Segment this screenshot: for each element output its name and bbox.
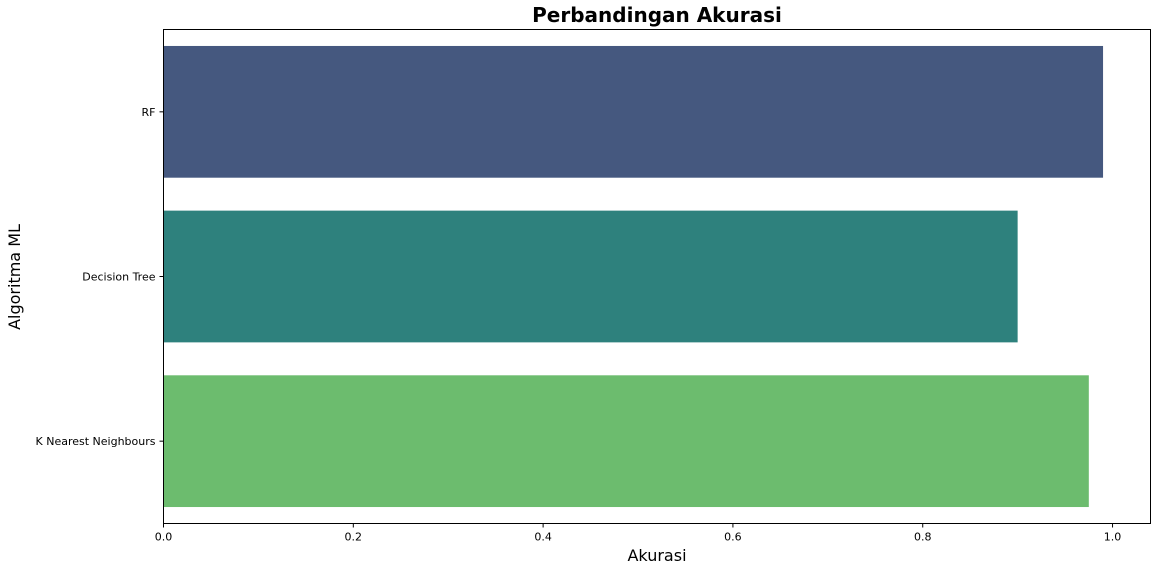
- y-axis-ticks: RF Decision Tree K Nearest Neighbours: [36, 106, 164, 448]
- x-axis-title: Akurasi: [627, 546, 686, 565]
- x-axis-ticks: 0.0 0.2 0.4 0.6 0.8 1.0: [155, 523, 1122, 544]
- x-tick-label: 0.6: [724, 531, 742, 544]
- x-tick-label: 1.0: [1104, 531, 1122, 544]
- y-tick-label: RF: [142, 106, 156, 119]
- chart-title: Perbandingan Akurasi: [532, 3, 782, 27]
- x-tick-label: 0.4: [534, 531, 552, 544]
- y-axis-title: Algoritma ML: [5, 224, 24, 330]
- y-tick-label: Decision Tree: [82, 271, 155, 284]
- bars-group: [163, 45, 1104, 508]
- bar-decision-tree: [163, 210, 1018, 343]
- bar-k-nearest-neighbours: [163, 375, 1089, 508]
- x-tick-label: 0.0: [155, 531, 173, 544]
- x-tick-label: 0.2: [345, 531, 363, 544]
- bar-rf: [163, 45, 1104, 178]
- x-tick-label: 0.8: [914, 531, 932, 544]
- y-tick-label: K Nearest Neighbours: [36, 435, 156, 448]
- plot-frame: [163, 29, 1151, 524]
